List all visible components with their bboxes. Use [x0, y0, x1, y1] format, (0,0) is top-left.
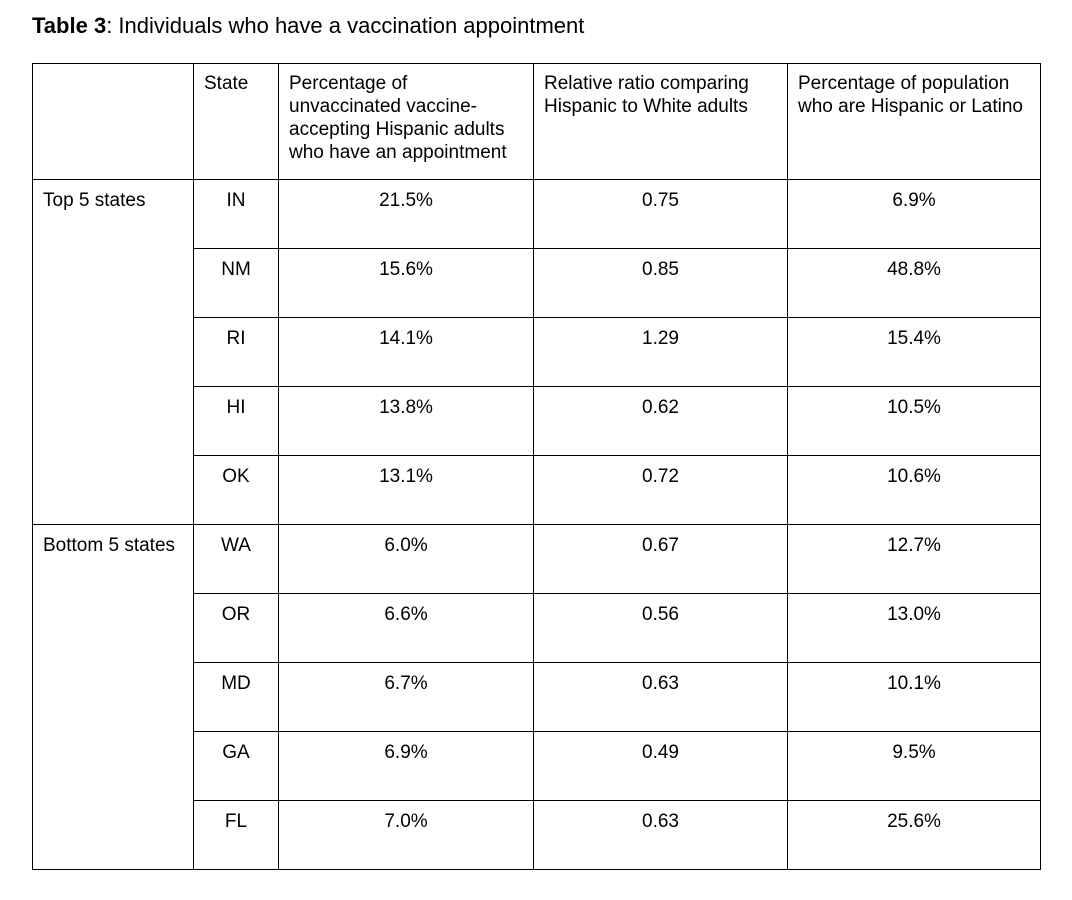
- state-cell: HI: [193, 386, 279, 456]
- pct-hispanic-cell: 12.7%: [787, 524, 1041, 594]
- col-header-state: State: [193, 63, 279, 180]
- table-caption-text: : Individuals who have a vaccination app…: [106, 13, 585, 38]
- pct-appointment-cell: 6.7%: [278, 662, 534, 732]
- state-cell: GA: [193, 731, 279, 801]
- pct-hispanic-cell: 10.5%: [787, 386, 1041, 456]
- pct-hispanic-cell: 9.5%: [787, 731, 1041, 801]
- table-row: Bottom 5 states WA 6.0% 0.67 12.7%: [32, 524, 1041, 870]
- table-row: FL 7.0% 0.63 25.6%: [33, 800, 1041, 870]
- pct-appointment-cell: 21.5%: [278, 179, 534, 249]
- header-row: State Percentage of unvaccinated vaccine…: [32, 63, 1041, 180]
- table-row: OK 13.1% 0.72 10.6%: [33, 455, 1041, 525]
- pct-hispanic-cell: 10.6%: [787, 455, 1041, 525]
- table-caption: Table 3: Individuals who have a vaccinat…: [32, 13, 584, 39]
- state-cell: OK: [193, 455, 279, 525]
- table-row: RI 14.1% 1.29 15.4%: [33, 317, 1041, 387]
- pct-hispanic-cell: 6.9%: [787, 179, 1041, 249]
- table-row: HI 13.8% 0.62 10.5%: [33, 386, 1041, 456]
- table-row: NM 15.6% 0.85 48.8%: [33, 248, 1041, 318]
- ratio-cell: 0.63: [533, 662, 788, 732]
- pct-hispanic-cell: 25.6%: [787, 800, 1041, 870]
- ratio-cell: 1.29: [533, 317, 788, 387]
- table-row: Top 5 states IN 21.5% 0.75 6.9%: [32, 179, 1041, 525]
- row-group-label: Bottom 5 states: [32, 524, 194, 870]
- col-header-pct-appointment: Percentage of unvaccinated vaccine-accep…: [278, 63, 534, 180]
- state-cell: WA: [193, 524, 279, 594]
- pct-appointment-cell: 6.9%: [278, 731, 534, 801]
- ratio-cell: 0.63: [533, 800, 788, 870]
- group-bottom-5-states: Bottom 5 states WA 6.0% 0.67 12.7% OR 6.…: [32, 524, 1041, 870]
- ratio-cell: 0.67: [533, 524, 788, 594]
- pct-appointment-cell: 14.1%: [278, 317, 534, 387]
- pct-appointment-cell: 6.0%: [278, 524, 534, 594]
- state-cell: MD: [193, 662, 279, 732]
- pct-hispanic-cell: 10.1%: [787, 662, 1041, 732]
- state-cell: OR: [193, 593, 279, 663]
- pct-hispanic-cell: 13.0%: [787, 593, 1041, 663]
- state-cell: FL: [193, 800, 279, 870]
- col-header-ratio: Relative ratio comparing Hispanic to Whi…: [533, 63, 788, 180]
- col-header-group: [32, 63, 194, 180]
- pct-hispanic-cell: 15.4%: [787, 317, 1041, 387]
- pct-appointment-cell: 6.6%: [278, 593, 534, 663]
- ratio-cell: 0.72: [533, 455, 788, 525]
- table-caption-label: Table 3: [32, 13, 107, 38]
- ratio-cell: 0.85: [533, 248, 788, 318]
- row-group-label: Top 5 states: [32, 179, 194, 525]
- pct-appointment-cell: 15.6%: [278, 248, 534, 318]
- table-row: GA 6.9% 0.49 9.5%: [33, 731, 1041, 801]
- ratio-cell: 0.75: [533, 179, 788, 249]
- state-cell: IN: [193, 179, 279, 249]
- pct-appointment-cell: 13.1%: [278, 455, 534, 525]
- state-cell: RI: [193, 317, 279, 387]
- ratio-cell: 0.62: [533, 386, 788, 456]
- pct-appointment-cell: 7.0%: [278, 800, 534, 870]
- col-header-pct-hispanic: Percentage of population who are Hispani…: [787, 63, 1041, 180]
- pct-appointment-cell: 13.8%: [278, 386, 534, 456]
- ratio-cell: 0.56: [533, 593, 788, 663]
- vaccination-appointment-table: State Percentage of unvaccinated vaccine…: [32, 63, 1041, 870]
- table-row: OR 6.6% 0.56 13.0%: [33, 593, 1041, 663]
- state-cell: NM: [193, 248, 279, 318]
- ratio-cell: 0.49: [533, 731, 788, 801]
- table-row: MD 6.7% 0.63 10.1%: [33, 662, 1041, 732]
- pct-hispanic-cell: 48.8%: [787, 248, 1041, 318]
- group-top-5-states: Top 5 states IN 21.5% 0.75 6.9% NM 15.6%…: [32, 179, 1041, 525]
